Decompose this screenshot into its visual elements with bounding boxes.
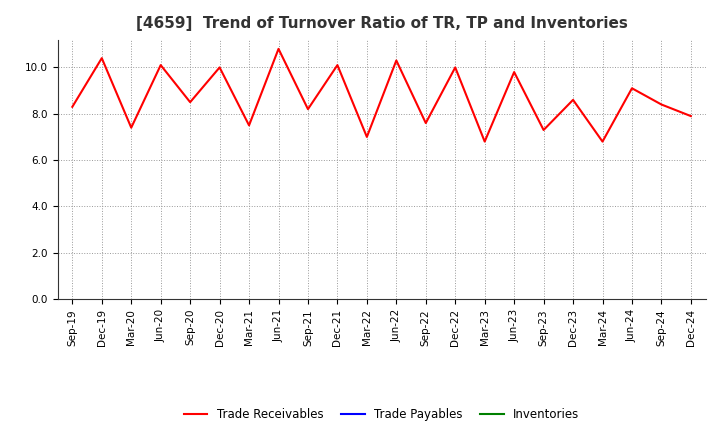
Trade Receivables [245, 123, 253, 128]
Trade Receivables [156, 62, 165, 68]
Trade Receivables [274, 46, 283, 51]
Trade Receivables [186, 99, 194, 105]
Trade Receivables [363, 134, 372, 139]
Trade Receivables [657, 102, 666, 107]
Trade Receivables [480, 139, 489, 144]
Trade Receivables [392, 58, 400, 63]
Trade Receivables [510, 70, 518, 75]
Trade Receivables [451, 65, 459, 70]
Trade Receivables [97, 55, 106, 61]
Trade Receivables [569, 97, 577, 103]
Title: [4659]  Trend of Turnover Ratio of TR, TP and Inventories: [4659] Trend of Turnover Ratio of TR, TP… [135, 16, 628, 32]
Trade Receivables [333, 62, 342, 68]
Trade Receivables [687, 114, 696, 119]
Trade Receivables [68, 104, 76, 110]
Trade Receivables [127, 125, 135, 130]
Trade Receivables [628, 86, 636, 91]
Trade Receivables [421, 121, 430, 126]
Trade Receivables [539, 127, 548, 132]
Trade Receivables [304, 106, 312, 112]
Line: Trade Receivables: Trade Receivables [72, 49, 691, 142]
Trade Receivables [215, 65, 224, 70]
Trade Receivables [598, 139, 607, 144]
Legend: Trade Receivables, Trade Payables, Inventories: Trade Receivables, Trade Payables, Inven… [179, 404, 585, 426]
